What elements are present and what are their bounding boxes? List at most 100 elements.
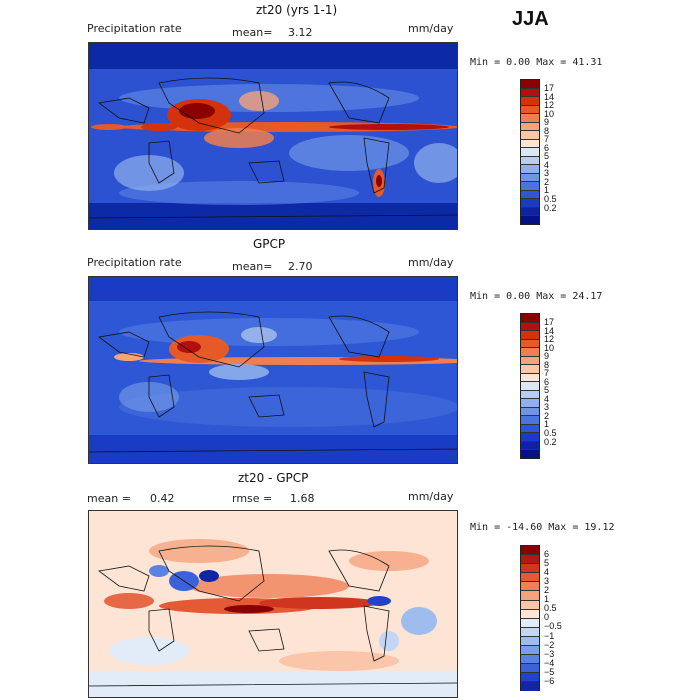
colorbar-tick-label: −4 [544,658,555,668]
colorbar-tick-label: 3 [544,576,550,586]
colorbar-tick-label: 7 [544,134,550,144]
colorbar-tick-label: 9 [544,351,550,361]
colorbar-swatch [521,97,539,106]
colorbar-swatch [521,682,539,692]
colorbar-tick-label: 0.5 [544,603,557,613]
colorbar-swatch [521,591,539,601]
colorbar-swatch [521,664,539,674]
colorbar-swatch [521,139,539,148]
colorbar-swatch [521,156,539,165]
colorbar-swatch [521,600,539,610]
colorbar-swatch [521,390,539,399]
colorbar-swatch [521,365,539,374]
mean-value: 0.42 [150,492,175,505]
colorbar-tick-label: 2 [544,585,550,595]
colorbar-tick-label: 8 [544,360,550,370]
colorbar-tick-label: 6 [544,549,550,559]
colorbar-tick-label: 4 [544,394,550,404]
colorbar-tick-label: −2 [544,640,555,650]
units-label: mm/day [408,490,454,503]
colorbar-swatch [521,636,539,647]
colorbar-swatch [521,348,539,357]
min-max-text: Min = -14.60 Max = 19.12 [470,522,615,533]
colorbar-tick-label: 17 [544,317,555,327]
precip-map-difference [88,510,458,698]
colorbar-tick-label: 10 [544,109,555,119]
season-label: JJA [512,8,549,30]
rmse-label: rmse = [232,492,273,505]
colorbar-swatch [521,573,539,583]
colorbar-tick-label: −6 [544,676,555,686]
colorbar-swatch [521,441,539,450]
mean-label: mean= [232,26,273,39]
colorbar-swatch [521,165,539,174]
colorbar-tick-label: 12 [544,334,555,344]
colorbar-tick-label: 1 [544,594,550,604]
colorbar-tick-label: 7 [544,368,550,378]
colorbar-swatch [521,627,539,637]
colorbar-tick-label: 4 [544,567,550,577]
colorbar-tick-label: −1 [544,631,555,641]
colorbar-swatch [521,173,539,182]
colorbar-tick-label: 9 [544,117,550,127]
colorbar-swatch [521,207,539,216]
colorbar-tick-label: 0.5 [544,194,557,204]
colorbar-swatch [521,416,539,425]
colorbar-swatch [521,339,539,348]
colorbar-tick-label: 14 [544,326,555,336]
colorbar-swatch [521,314,539,323]
colorbar-swatch [521,322,539,331]
colorbar-tick-label: −3 [544,649,555,659]
colorbar-swatch [521,114,539,123]
colorbar-tick-label: 5 [544,385,550,395]
precip-map-observed [88,276,458,464]
panel-title: zt20 (yrs 1-1) [256,3,338,17]
colorbar-swatch [521,655,539,665]
colorbar-swatch [521,555,539,565]
mean-value: 2.70 [288,260,313,273]
colorbar-swatch [521,216,539,224]
colorbar-tick-label: 2 [544,411,550,421]
colorbar-tick-label: 5 [544,558,550,568]
mean-label: mean = [87,492,131,505]
units-label: mm/day [408,256,454,269]
colorbar-swatch [521,646,539,656]
colorbar-swatch [521,546,539,556]
colorbar-tick-label: 10 [544,343,555,353]
colorbar-swatch [521,148,539,157]
colorbar-tick-label: 17 [544,83,555,93]
colorbar-tick-label: 2 [544,177,550,187]
colorbar-swatch [521,618,539,628]
colorbar-tick-label: 0.2 [544,203,557,213]
colorbar-swatch [521,122,539,131]
variable-label: Precipitation rate [87,256,182,269]
panel-title: zt20 - GPCP [238,471,309,485]
colorbar-tick-label: 5 [544,151,550,161]
colorbar-tick-label: 1 [544,185,550,195]
colorbar-tick-label: −0.5 [544,621,562,631]
colorbar-swatch [521,424,539,433]
colorbar-swatch [521,382,539,391]
colorbar-tick-label: 0 [544,612,550,622]
colorbar-swatch [521,356,539,365]
colorbar-swatch [521,673,539,683]
colorbar-tick-label: 14 [544,92,555,102]
colorbar-swatch [521,80,539,89]
rmse-value: 1.68 [290,492,315,505]
colorbar-tick-label: 6 [544,377,550,387]
colorbar-swatch [521,399,539,408]
colorbar-swatch [521,131,539,140]
colorbar-swatch [521,105,539,114]
min-max-text: Min = 0.00 Max = 24.17 [470,291,603,302]
colorbar-tick-label: 1 [544,419,550,429]
colorbar-swatch [521,199,539,208]
units-label: mm/day [408,22,454,35]
colorbar-swatch [521,182,539,191]
colorbar-swatch [521,190,539,199]
colorbar-swatch [521,433,539,442]
colorbar-swatch [521,331,539,340]
colorbar-tick-label: 0.2 [544,437,557,447]
colorbar-tick-label: 12 [544,100,555,110]
colorbar-swatch [521,407,539,416]
colorbar-swatch [521,373,539,382]
